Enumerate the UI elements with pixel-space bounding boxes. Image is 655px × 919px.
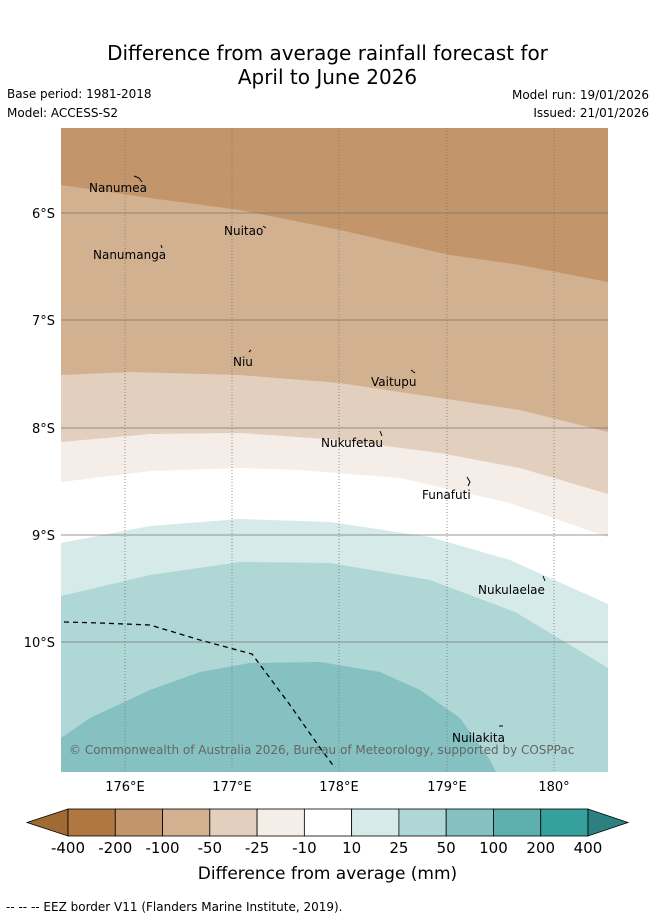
colorbar-label-2: -100 — [146, 839, 180, 857]
lat-axis-labels: 6°S 7°S 8°S 9°S 10°S — [24, 207, 55, 651]
place-nuilakita: Nuilakita — [452, 731, 505, 745]
lon-gridlines — [124, 128, 555, 772]
model-run: Model run: 19/01/2026 — [511, 88, 649, 102]
colorbar-segment-0 — [67, 808, 116, 837]
colorbar-under-arrow — [25, 808, 69, 837]
colorbar-label-5: -10 — [292, 839, 317, 857]
colorbar-label-3: -50 — [198, 839, 223, 857]
lon-label-180: 180° — [538, 780, 569, 795]
colorbar-label-8: 50 — [437, 839, 456, 857]
colorbar-segments — [25, 808, 630, 837]
place-nukulaelae: Nukulaelae — [478, 583, 545, 597]
place-nanumea: Nanumea — [89, 181, 147, 195]
lat-label-6s: 6°S — [32, 207, 55, 222]
colorbar-segment-1 — [114, 808, 163, 837]
eez-border — [63, 621, 336, 769]
place-nuitao: Nuitao — [224, 224, 263, 238]
lon-label-177e: 177°E — [212, 780, 252, 795]
colorbar-label-9: 100 — [479, 839, 508, 857]
place-funafuti: Funafuti — [422, 488, 471, 502]
colorbar-segment-7 — [398, 808, 447, 837]
title-line-1: Difference from average rainfall forecas… — [107, 41, 548, 65]
colorbar-label-0: -400 — [51, 839, 85, 857]
colorbar-segment-4 — [256, 808, 305, 837]
colorbar-title: Difference from average (mm) — [197, 864, 458, 884]
colorbar-label-6: 10 — [342, 839, 361, 857]
model-name: Model: ACCESS-S2 — [7, 106, 119, 120]
lon-label-178e: 178°E — [319, 780, 359, 795]
island-outlines — [133, 175, 546, 727]
colorbar-over-arrow — [587, 808, 630, 837]
colorbar-segment-8 — [445, 808, 494, 837]
page-title: Difference from average rainfall forecas… — [0, 41, 655, 89]
colorbar-label-7: 25 — [389, 839, 408, 857]
band-plus-50 — [61, 662, 496, 772]
rainfall-map: Nanumea Nuitao Nanumanga Niu Vaitupu Nuk… — [24, 128, 608, 795]
lat-label-8s: 8°S — [32, 422, 55, 437]
colorbar-segment-9 — [493, 808, 542, 837]
lat-label-9s: 9°S — [32, 529, 55, 544]
place-nanumanga: Nanumanga — [93, 248, 166, 262]
base-period: Base period: 1981-2018 — [7, 87, 152, 101]
copyright-notice: © Commonwealth of Australia 2026, Bureau… — [69, 743, 574, 757]
colorbar-label-10: 200 — [526, 839, 555, 857]
lon-label-179e: 179°E — [427, 780, 467, 795]
place-nukufetau: Nukufetau — [321, 436, 383, 450]
lat-label-10s: 10°S — [24, 636, 55, 651]
lon-label-176e: 176°E — [105, 780, 145, 795]
colorbar-labels: -400 -200 -100 -50 -25 -10 10 25 50 100 200 400 — [51, 839, 602, 857]
colorbar-label-1: -200 — [98, 839, 132, 857]
colorbar-segment-5 — [303, 808, 353, 837]
eez-footnote: -- -- -- EEZ border V11 (Flanders Marine… — [6, 900, 343, 914]
colorbar-segment-2 — [162, 808, 211, 837]
colorbar-segment-6 — [351, 808, 400, 837]
issued-date: Issued: 21/01/2026 — [533, 106, 649, 120]
colorbar-segment-10 — [540, 808, 589, 837]
place-niu: Niu — [233, 355, 253, 369]
colorbar-label-4: -25 — [245, 839, 270, 857]
colorbar-segment-3 — [209, 808, 258, 837]
title-line-2: April to June 2026 — [237, 65, 418, 89]
lon-axis-labels: 176°E 177°E 178°E 179°E 180° — [105, 780, 569, 795]
colorbar-label-11: 400 — [574, 839, 603, 857]
lat-gridlines — [61, 212, 608, 643]
place-vaitupu: Vaitupu — [371, 375, 417, 389]
lat-label-7s: 7°S — [32, 314, 55, 329]
